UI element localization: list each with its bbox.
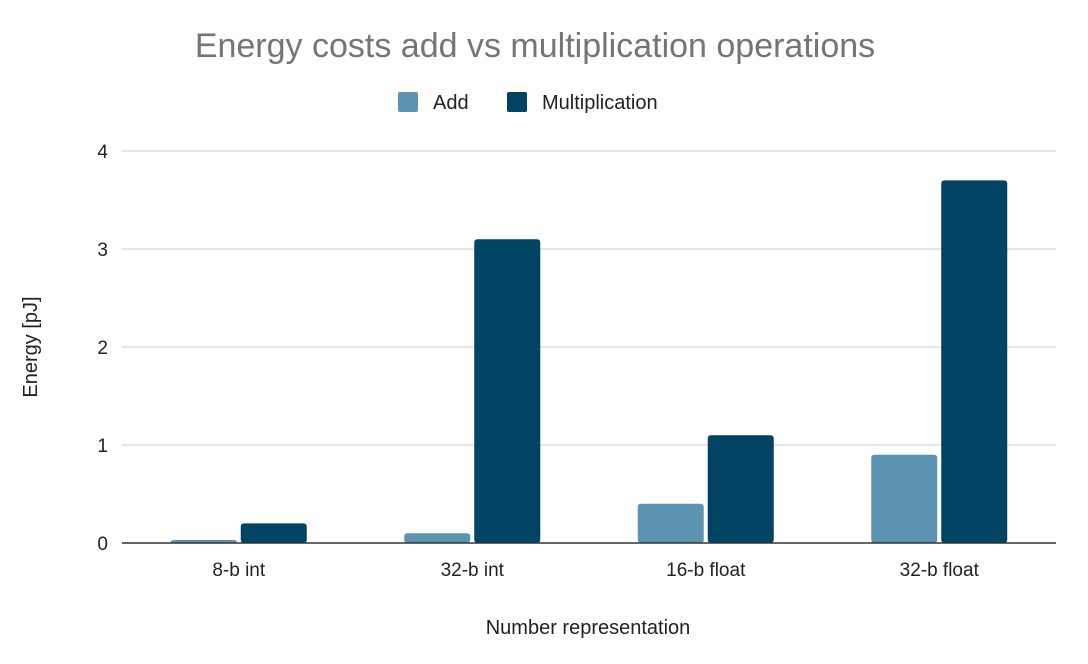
legend-label-multiplication: Multiplication bbox=[542, 92, 658, 114]
x-tick-label: 32-b int bbox=[441, 560, 505, 581]
bar-add bbox=[637, 503, 704, 543]
y-axis-ticks: 0 1 2 3 4 bbox=[97, 142, 108, 555]
bar-multiplication bbox=[707, 435, 774, 543]
gridlines bbox=[122, 150, 1056, 446]
bar-add bbox=[871, 454, 938, 543]
bar-multiplication bbox=[474, 239, 541, 543]
bar-add bbox=[404, 533, 471, 543]
x-tick-label: 8-b int bbox=[212, 560, 266, 581]
chart-title: Energy costs add vs multiplication opera… bbox=[195, 27, 875, 65]
x-tick-label: 32-b float bbox=[900, 560, 980, 581]
x-axis-title: Number representation bbox=[486, 617, 691, 639]
y-tick-label: 2 bbox=[97, 338, 108, 359]
legend: Add Multiplication bbox=[398, 92, 658, 114]
bar-multiplication bbox=[240, 523, 307, 543]
x-tick-label: 16-b float bbox=[666, 560, 746, 581]
y-tick-label: 4 bbox=[97, 142, 108, 163]
y-tick-label: 1 bbox=[97, 436, 108, 457]
y-tick-label: 0 bbox=[97, 534, 108, 555]
bars bbox=[170, 180, 1008, 543]
y-axis-title: Energy [pJ] bbox=[20, 296, 42, 397]
bar-multiplication bbox=[941, 180, 1008, 543]
legend-swatch-add bbox=[398, 92, 418, 112]
y-tick-label: 3 bbox=[97, 240, 108, 261]
legend-label-add: Add bbox=[433, 92, 469, 114]
x-axis-ticks: 8-b int 32-b int 16-b float 32-b float bbox=[212, 560, 979, 581]
legend-swatch-multiplication bbox=[507, 92, 527, 112]
